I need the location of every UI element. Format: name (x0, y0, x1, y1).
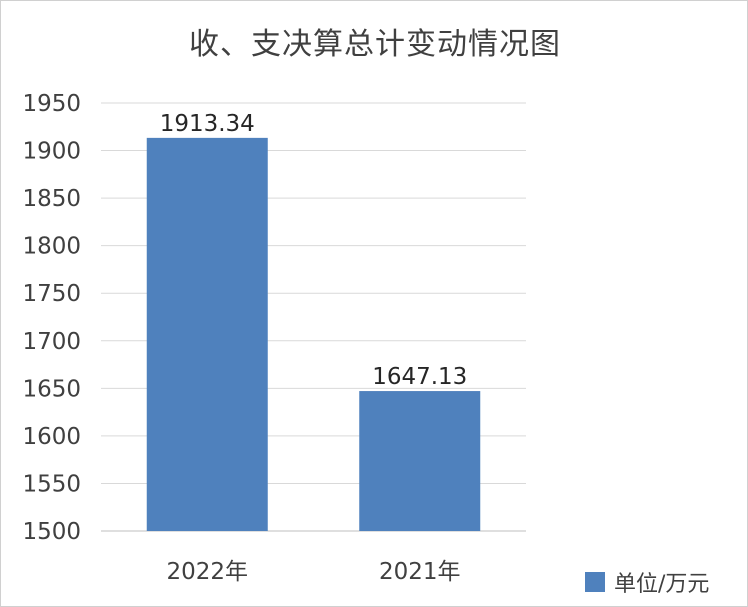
y-tick-label: 1750 (22, 281, 81, 307)
x-tick-label: 2022年 (166, 559, 248, 585)
x-tick-label: 2021年 (379, 559, 461, 585)
chart-title: 收、支决算总计变动情况图 (189, 27, 561, 62)
y-tick-label: 1900 (22, 139, 81, 165)
data-label: 1647.13 (372, 364, 467, 390)
y-tick-label: 1800 (22, 234, 81, 260)
bar (146, 137, 268, 531)
y-tick-label: 1500 (22, 519, 81, 545)
legend: 单位/万元 (585, 566, 709, 598)
y-tick-label: 1850 (22, 186, 81, 212)
data-label: 1913.34 (160, 111, 255, 137)
bar (359, 391, 481, 531)
legend-label: 单位/万元 (614, 572, 710, 597)
y-tick-label: 1650 (22, 376, 81, 402)
y-tick-label: 1550 (22, 471, 81, 497)
legend-swatch (585, 572, 605, 592)
y-tick-label: 1600 (22, 424, 81, 450)
y-tick-label: 1950 (22, 91, 81, 117)
y-tick-label: 1700 (22, 329, 81, 355)
